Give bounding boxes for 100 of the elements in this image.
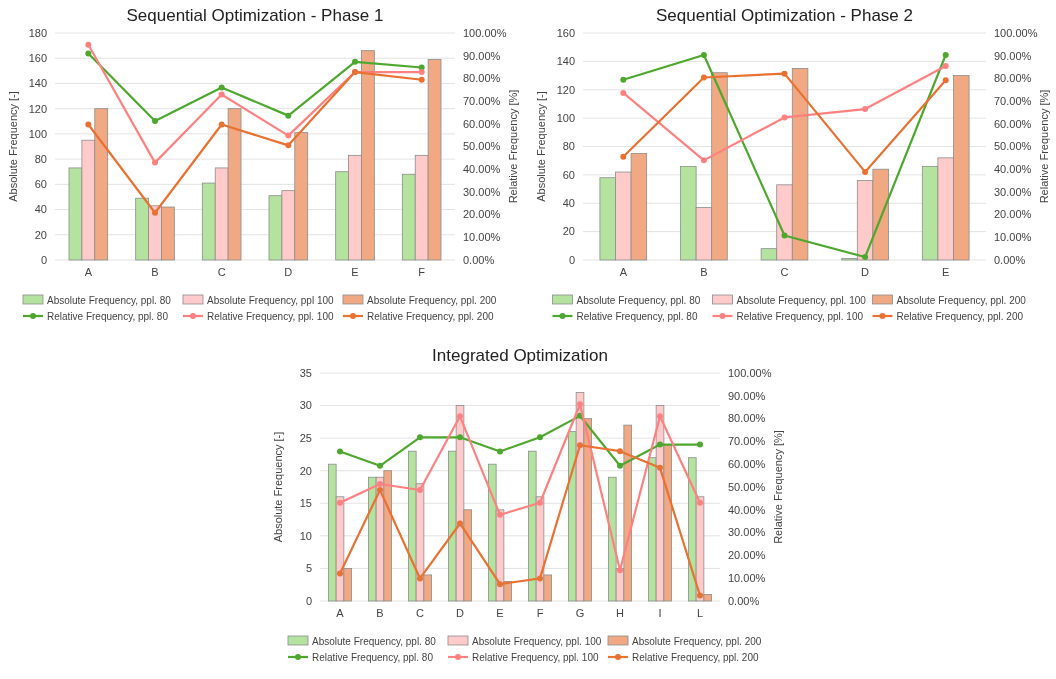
point (417, 486, 423, 493)
chart-title: Sequential Optimization - Phase 2 (655, 6, 914, 25)
y2-axis-title: Relative Frequency [%] (1038, 89, 1050, 204)
y-tick-label: 0 (305, 594, 312, 607)
legend-label: Relative Frequency, ppl. 200 (896, 310, 1024, 322)
y2-tick-label: 20.00% (463, 208, 501, 221)
point (377, 481, 383, 488)
y2-tick-label: 0.00% (463, 253, 495, 266)
legend-label: Relative Frequency, ppl. 80 (312, 651, 434, 663)
point (377, 486, 383, 493)
point (862, 168, 869, 175)
y-tick-label: 30 (299, 399, 312, 412)
point (781, 114, 788, 121)
y-tick-label: 160 (28, 52, 47, 65)
x-tick-label: A (84, 266, 93, 278)
y2-axis-title: Relative Frequency [%] (507, 89, 519, 204)
y2-tick-label: 0.00% (728, 594, 760, 607)
y-tick-label: 100 (556, 111, 575, 124)
y2-tick-label: 80.00% (728, 412, 766, 425)
y-tick-label: 20 (299, 464, 312, 477)
point (418, 69, 425, 76)
point (781, 70, 788, 77)
y2-tick-label: 20.00% (994, 208, 1032, 221)
y2-tick-label: 10.00% (994, 231, 1032, 244)
y2-tick-label: 30.00% (994, 185, 1032, 198)
y-tick-label: 120 (556, 83, 575, 96)
y2-tick-label: 40.00% (994, 163, 1032, 176)
point (218, 121, 225, 128)
y-tick-label: 20 (34, 228, 47, 241)
y2-tick-label: 20.00% (728, 549, 766, 562)
point (417, 434, 423, 441)
y-tick-label: 20 (562, 225, 575, 238)
y2-tick-label: 60.00% (728, 458, 766, 471)
x-tick-label: D (284, 266, 293, 278)
point (457, 413, 463, 420)
point (152, 159, 158, 166)
legend-label: Absolute Frequency, ppl 100 (207, 294, 334, 306)
point (697, 441, 703, 448)
point (85, 121, 92, 128)
point (657, 441, 663, 448)
y2-tick-label: 50.00% (463, 140, 501, 153)
y-tick-label: 140 (28, 77, 47, 90)
chart-title: Integrated Optimization (432, 346, 608, 365)
y2-tick-label: 100.00% (463, 26, 507, 39)
point (218, 84, 225, 91)
y2-tick-label: 70.00% (994, 94, 1032, 107)
y2-tick-label: 0.00% (994, 253, 1026, 266)
y2-tick-label: 80.00% (994, 72, 1032, 85)
point (617, 462, 623, 469)
x-tick-label: C (416, 607, 425, 619)
x-tick-label: D (456, 607, 465, 619)
y-tick-label: 140 (556, 55, 575, 68)
point (700, 52, 707, 59)
point (617, 567, 623, 574)
point (862, 106, 869, 113)
point (700, 157, 707, 164)
legend-label: Absolute Frequency, ppl. 200 (632, 635, 762, 647)
legend-label: Absolute Frequency, ppl. 200 (367, 294, 497, 306)
y-tick-label: 0 (40, 253, 47, 266)
point (377, 462, 383, 469)
point (942, 62, 949, 69)
y-axis-title: Absolute Frequency [-] (7, 91, 19, 202)
point (417, 575, 423, 582)
y-tick-label: 60 (34, 178, 47, 191)
legend-label: Absolute Frequency, ppl. 80 (47, 294, 172, 306)
x-tick-label: L (696, 607, 704, 619)
legend-label: Relative Frequency, ppl. 100 (207, 310, 334, 322)
point (218, 91, 225, 98)
x-tick-label: H (616, 607, 625, 619)
x-tick-label: E (942, 266, 950, 278)
y2-tick-label: 100.00% (728, 366, 772, 379)
legend-label: Relative Frequency, ppl. 80 (47, 310, 169, 322)
point (617, 448, 623, 455)
point (497, 448, 503, 455)
point (285, 112, 292, 119)
legend-label: Relative Frequency, ppl. 200 (367, 310, 494, 322)
point (418, 76, 425, 83)
y2-tick-label: 30.00% (728, 526, 766, 539)
legend-label: Absolute Frequency, ppl. 200 (896, 294, 1027, 306)
x-tick-label: F (418, 266, 426, 278)
point (942, 77, 949, 84)
point (457, 434, 463, 441)
y-tick-label: 35 (299, 366, 312, 379)
point (577, 401, 583, 408)
y-tick-label: 100 (28, 127, 47, 140)
x-tick-label: B (151, 266, 159, 278)
y-tick-label: 160 (556, 26, 575, 39)
y-tick-label: 60 (562, 168, 575, 181)
x-tick-label: C (217, 266, 226, 278)
point (577, 442, 583, 449)
y2-tick-label: 90.00% (994, 49, 1032, 62)
point (781, 232, 788, 239)
y-tick-label: 80 (562, 140, 575, 153)
x-tick-label: B (700, 266, 708, 278)
y-axis-title: Absolute Frequency [-] (535, 91, 547, 202)
legend-label: Relative Frequency, ppl. 100 (736, 310, 864, 322)
point (85, 50, 92, 57)
point (152, 118, 158, 125)
y-tick-label: 180 (28, 26, 47, 39)
x-tick-label: I (658, 607, 662, 619)
